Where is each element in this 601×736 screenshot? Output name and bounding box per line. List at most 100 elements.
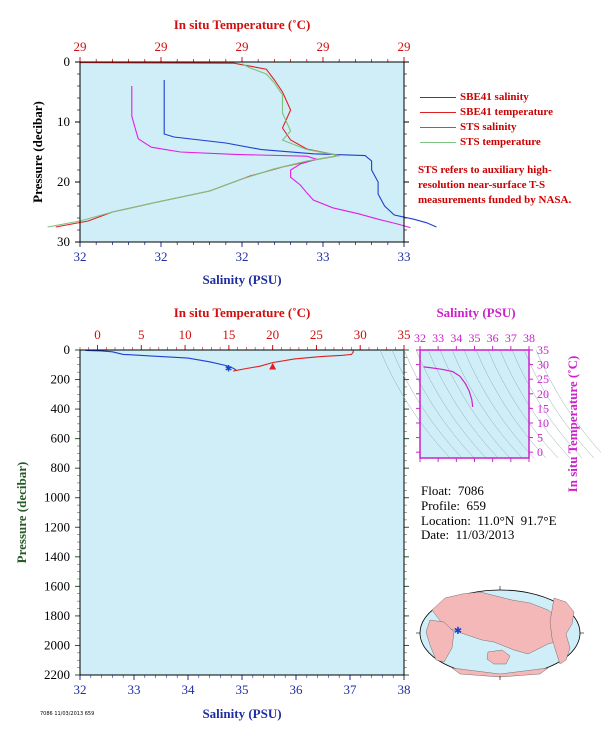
salinity-tick-label: 34 [182, 682, 196, 697]
density-contour [451, 349, 523, 459]
map-tick-marks [416, 586, 584, 680]
salinity-tick-label: 33 [398, 249, 411, 264]
salinity-tick-label: 32 [74, 682, 87, 697]
date-label: Date: [421, 527, 450, 542]
salinity-tick-label: 32 [155, 249, 168, 264]
salinity-tick-label: 33 [317, 249, 330, 264]
pressure-tick-label: 400 [51, 401, 71, 416]
ts-salinity-tick-label: 33 [432, 331, 444, 345]
legend-label: SBE41 temperature [460, 106, 553, 118]
map-land-antarctica [451, 667, 549, 678]
salinity-axis-label: Salinity (PSU) [202, 706, 281, 721]
pressure-tick-label: 0 [64, 54, 71, 69]
ts-salinity-tick-label: 36 [487, 331, 499, 345]
float-label: Float: [421, 483, 452, 498]
density-contour [439, 349, 511, 459]
profile-line: Profile: 659 [421, 498, 486, 514]
legend-sbe41-temperature: SBE41 temperature [420, 106, 553, 120]
series-line-sts-salinity [131, 86, 411, 229]
temperature-tick-label: 5 [138, 327, 145, 342]
legend-sbe41-salinity: SBE41 salinity [420, 91, 529, 105]
density-contour [475, 349, 547, 459]
pressure-tick-label: 2200 [44, 667, 70, 682]
float-value: 7086 [457, 483, 484, 498]
map-land-americas [549, 597, 575, 665]
map-land-africa [425, 619, 455, 663]
ts-series-line [423, 366, 474, 407]
legend-swatch [420, 96, 456, 98]
map-land-australia [486, 649, 511, 665]
legend-label: SBE41 salinity [460, 91, 529, 103]
legend-label: STS temperature [460, 136, 541, 148]
full-depth-profile-chart: 32 33 34 35 36 37 38 Salinity (PSU) 0 5 10 15 20 25 30… [14, 305, 411, 721]
ts-temperature-tick-label: 15 [537, 401, 549, 415]
pressure-tick-label: 10 [57, 114, 70, 129]
ts-salinity-tick-label: 37 [505, 331, 517, 345]
legend-swatch [420, 126, 456, 128]
salinity-tick-label: 32 [236, 249, 249, 264]
near-surface-profile-chart: 32 32 32 33 33 Salinity (PSU) 29 29 29 29 29 In sit… [30, 17, 437, 287]
temperature-tick-label: 15 [222, 327, 235, 342]
full-depth-plot-frame [79, 349, 405, 676]
pressure-tick-label: 2000 [44, 637, 70, 652]
density-contour [403, 349, 475, 459]
pressure-tick-label: 1000 [44, 490, 70, 505]
date-line: Date: 11/03/2013 [421, 527, 514, 543]
pressure-axis-label: Pressure (decibar) [30, 101, 45, 203]
pressure-axis-label: Pressure (decibar) [14, 462, 29, 564]
temperature-tick-label: 29 [236, 39, 249, 54]
ts-salinity-tick-label: 38 [523, 331, 535, 345]
ts-temperature-tick-label: 20 [537, 387, 549, 401]
legend-swatch [420, 111, 456, 113]
date-value: 11/03/2013 [455, 527, 515, 542]
sts-note: STS refers to auxiliary high-resolution … [418, 164, 572, 206]
temperature-tick-label: 29 [155, 39, 168, 54]
near-surface-plot-frame [79, 61, 405, 243]
legend-sts-salinity: STS salinity [420, 121, 517, 135]
ts-temperature-tick-label: 35 [537, 343, 549, 357]
density-contour [415, 349, 487, 459]
pressure-tick-label: 1600 [44, 578, 70, 593]
ts-salinity-tick-label: 34 [450, 331, 462, 345]
ts-temperature-tick-label: 10 [537, 416, 549, 430]
salinity-tick-label: 38 [398, 682, 411, 697]
float-location-marker: ✱ [454, 626, 462, 637]
series-line-salinity [85, 349, 237, 372]
salinity-tick-label: 35 [236, 682, 249, 697]
series-line-temperature [233, 350, 354, 372]
ts-plot-area [420, 350, 529, 458]
ts-temperature-tick-label: 5 [537, 431, 543, 445]
ts-temperature-tick-label: 0 [537, 445, 543, 459]
float-id-line: Float: 7086 [421, 483, 484, 499]
pressure-tick-label: 1800 [44, 608, 70, 623]
ts-plot-frame [419, 349, 530, 459]
pressure-tick-label: 600 [51, 431, 71, 446]
ts-temperature-tick-label: 30 [537, 358, 549, 372]
pressure-tick-label: 1200 [44, 519, 70, 534]
pressure-tick-label: 200 [51, 372, 71, 387]
world-map: ✱ [416, 586, 584, 680]
density-contour [511, 349, 583, 459]
density-contour [523, 349, 595, 459]
salinity-tick-label: 36 [290, 682, 304, 697]
density-contour [535, 349, 601, 453]
full-depth-plot-area [80, 350, 404, 675]
location-value: 11.0°N 91.7°E [477, 513, 557, 528]
temperature-tick-label: 29 [398, 39, 411, 54]
density-contours [379, 349, 601, 459]
near-surface-plot-area [80, 62, 404, 242]
location-line: Location: 11.0°N 91.7°E [421, 513, 557, 529]
ts-temperature-axis-label: In situ Temperature (˚C) [565, 356, 580, 493]
pressure-tick-label: 30 [57, 234, 70, 249]
ts-diagram: 32 33 34 35 36 37 38 Salinity (PSU) 051015202530… [379, 305, 601, 493]
pressure-tick-label: 20 [57, 174, 70, 189]
ts-temperature-tick-label: 25 [537, 372, 549, 386]
density-contour [427, 349, 499, 459]
salinity-tick-label: 37 [344, 682, 358, 697]
location-label: Location: [421, 513, 471, 528]
temperature-tick-label: 0 [94, 327, 101, 342]
pressure-tick-label: 0 [64, 342, 71, 357]
salinity-axis-label: Salinity (PSU) [202, 272, 281, 287]
profile-label: Profile: [421, 498, 460, 513]
salinity-tick-label: 32 [74, 249, 87, 264]
